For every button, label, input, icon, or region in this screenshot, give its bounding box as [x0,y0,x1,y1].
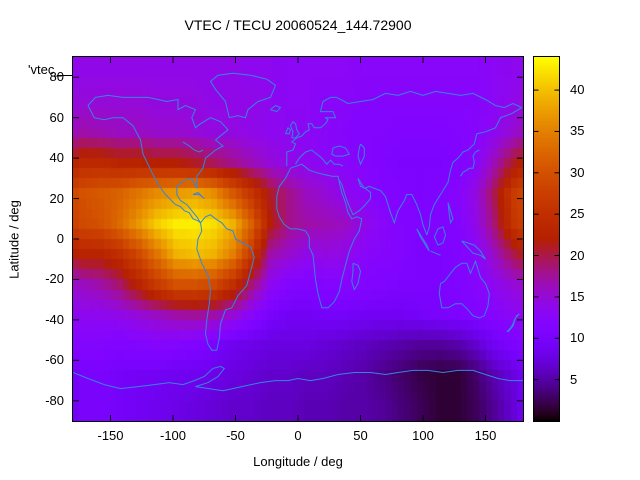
colorbar-tick-label: 5 [570,371,578,387]
x-tick-label: 0 [294,428,302,443]
y-tick-label: 40 [49,150,64,166]
y-tick-label: 0 [56,231,64,246]
x-axis-title: Longitude / deg [253,454,343,469]
heatmap-canvas [73,57,523,421]
colorbar-tick-label: 40 [570,82,585,98]
y-tick-label: 80 [49,69,64,85]
y-tick-label: -20 [45,271,64,287]
y-tick-label: -80 [45,392,64,408]
legend-key-label: 'vtec_ [28,62,62,77]
colorbar [533,56,560,422]
x-tick-label: 150 [474,428,497,443]
colorbar-tick-label: 35 [570,123,585,139]
x-tick-label: -150 [97,428,124,443]
colorbar-tick-label: 15 [570,288,585,304]
colorbar-tick-label: 20 [570,247,585,263]
x-tick-label: -100 [159,428,187,443]
y-tick-label: -60 [45,352,64,368]
colorbar-gradient [534,57,559,421]
x-tick-label: 100 [412,428,434,443]
colorbar-tick-label: 10 [570,330,585,346]
x-tick-label: 50 [353,428,368,443]
colorbar-tick-label: 30 [570,164,585,180]
y-tick-label: 20 [49,190,64,206]
page-title: VTEC / TECU 20060524_144.72900 [184,17,412,33]
legend-key-line-sample [57,75,73,76]
colorbar-tick-label: 25 [570,206,585,222]
y-tick-label: -40 [45,311,64,327]
plot-area [72,56,524,422]
x-tick-label: -50 [226,428,245,443]
y-tick-label: 60 [49,109,64,125]
